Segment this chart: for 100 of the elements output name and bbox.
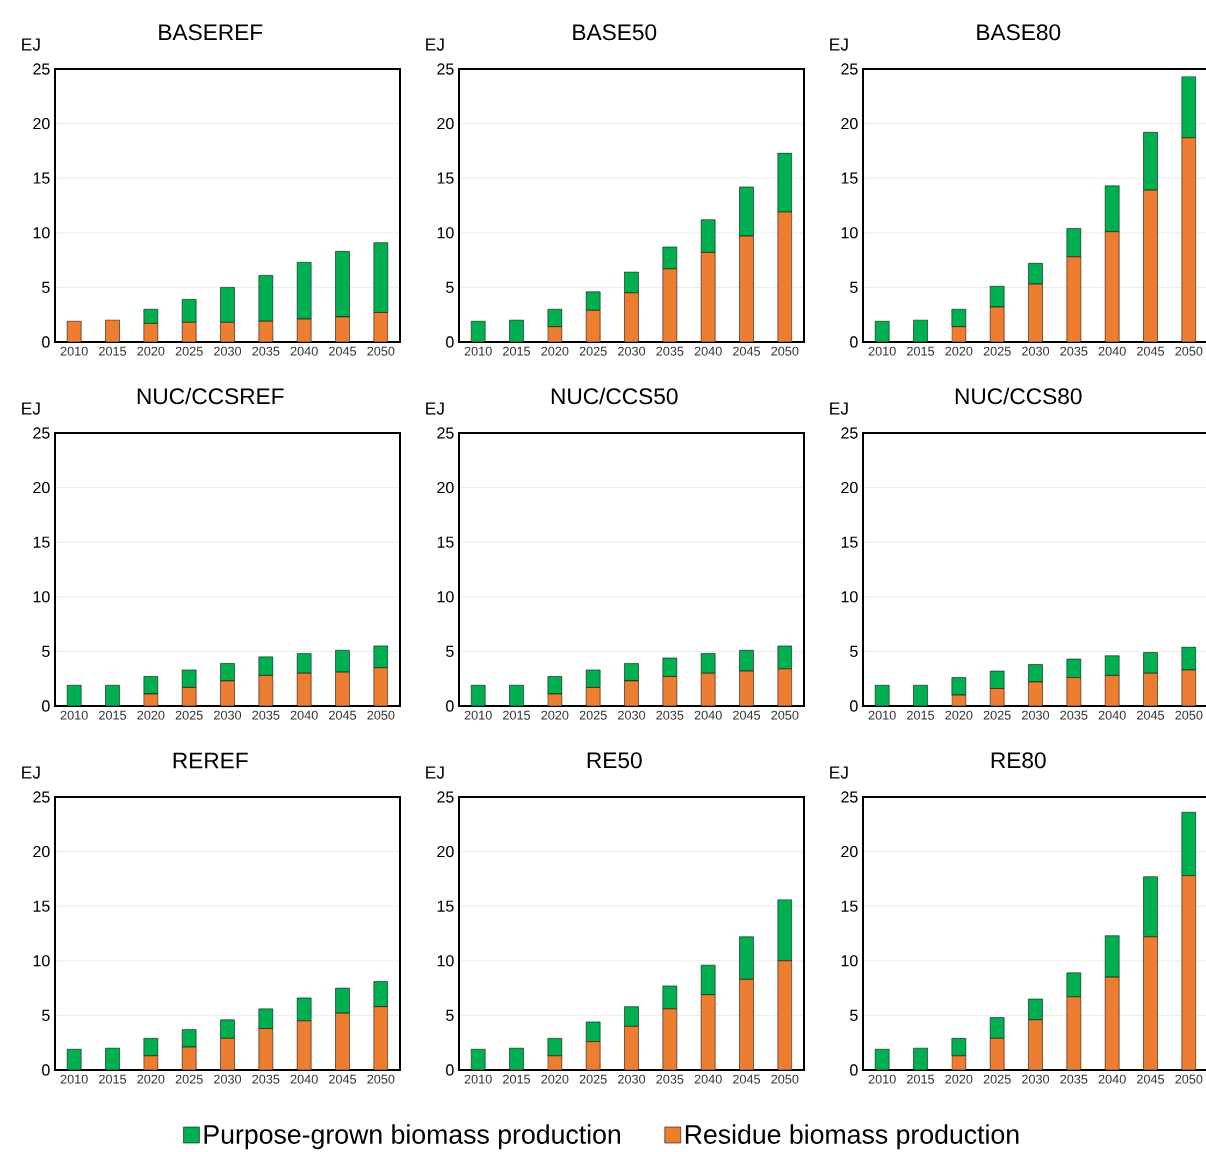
y-tick-label: 25 (437, 427, 454, 439)
x-tick-label: 2020 (945, 1074, 973, 1084)
x-tick-label: 2045 (1137, 1074, 1165, 1084)
x-tick-label: 2035 (252, 1074, 280, 1084)
y-axis-title: EJ (22, 766, 40, 779)
y-tick-label: 20 (841, 117, 858, 130)
x-tick-label: 2020 (541, 346, 569, 356)
y-tick-label: 15 (437, 900, 454, 912)
y-tick-label: 10 (33, 955, 50, 967)
x-tick-label: 2030 (214, 710, 242, 720)
y-tick-label: 25 (33, 63, 50, 75)
x-tick-label: 2040 (1098, 1074, 1126, 1084)
x-tick-label: 2015 (907, 1074, 935, 1084)
chart-title: RE80 (991, 752, 1046, 769)
x-tick-label: 2035 (1060, 1074, 1088, 1084)
x-tick-label: 2015 (503, 346, 531, 356)
x-tick-label: 2040 (290, 710, 318, 720)
x-tick-label: 2035 (656, 1074, 684, 1084)
y-tick-label: 0 (446, 1064, 454, 1076)
x-tick-label: 2040 (290, 346, 318, 356)
bar (777, 899, 793, 962)
bar (258, 1008, 274, 1029)
x-tick-label: 2045 (733, 1074, 761, 1084)
x-tick-label: 2050 (771, 710, 799, 720)
chart-title: BASEREF (159, 24, 263, 41)
y-tick-label: 20 (841, 481, 858, 494)
legend-label: Residue biomass production (685, 1124, 1019, 1150)
x-tick-label: 2050 (367, 346, 395, 356)
y-tick-label: 0 (446, 700, 454, 712)
x-tick-label: 2015 (99, 710, 127, 720)
x-tick-label: 2015 (907, 710, 935, 720)
chart-title: NUC/CCS80 (955, 387, 1082, 405)
x-tick-label: 2040 (694, 710, 722, 720)
x-tick-label: 2030 (618, 346, 646, 356)
y-tick-label: 0 (850, 700, 858, 712)
x-tick-label: 2050 (771, 346, 799, 356)
chart-title: REREF (173, 752, 248, 769)
y-tick-label: 25 (33, 791, 50, 803)
x-tick-label: 2050 (367, 710, 395, 720)
bar (700, 653, 716, 674)
y-tick-label: 10 (437, 227, 454, 239)
y-tick-label: 5 (850, 645, 858, 657)
x-tick-label: 2025 (579, 1074, 607, 1084)
y-tick-label: 15 (33, 172, 50, 184)
x-tick-label: 2015 (99, 1074, 127, 1084)
y-tick-label: 20 (437, 845, 454, 858)
y-tick-label: 5 (446, 1009, 454, 1021)
y-axis-title: EJ (830, 766, 848, 779)
x-tick-label: 2020 (137, 710, 165, 720)
x-tick-label: 2030 (1022, 1074, 1050, 1084)
x-tick-label: 2030 (618, 1074, 646, 1084)
x-tick-label: 2050 (1175, 1074, 1203, 1084)
bar (220, 1019, 235, 1039)
x-tick-label: 2010 (60, 346, 88, 356)
x-tick-label: 2035 (252, 346, 280, 356)
y-tick-label: 15 (437, 536, 454, 548)
y-tick-label: 25 (437, 791, 454, 803)
x-tick-label: 2015 (907, 346, 935, 356)
x-tick-label: 2040 (1098, 346, 1126, 356)
y-axis-title: EJ (426, 402, 444, 415)
x-tick-label: 2030 (1022, 346, 1050, 356)
y-tick-label: 5 (42, 281, 50, 293)
x-tick-label: 2025 (175, 710, 203, 720)
x-tick-label: 2045 (329, 346, 357, 356)
y-tick-label: 25 (437, 63, 454, 75)
bar (700, 219, 716, 253)
y-tick-label: 20 (437, 481, 454, 494)
y-axis-title: EJ (830, 402, 848, 415)
y-tick-label: 0 (850, 336, 858, 348)
x-tick-label: 2020 (137, 1074, 165, 1084)
y-tick-label: 20 (437, 117, 454, 130)
chart-title: NUC/CCSREF (137, 387, 284, 405)
y-tick-label: 20 (841, 845, 858, 858)
bar (373, 1006, 389, 1070)
x-tick-label: 2050 (1175, 710, 1203, 720)
y-tick-label: 5 (850, 281, 858, 293)
y-tick-label: 15 (33, 536, 50, 548)
x-tick-label: 2045 (733, 346, 761, 356)
y-tick-label: 20 (33, 117, 50, 130)
y-tick-label: 5 (446, 645, 454, 657)
chart-title: BASE50 (573, 24, 657, 41)
x-tick-label: 2050 (367, 1074, 395, 1084)
x-tick-label: 2015 (503, 1074, 531, 1084)
x-tick-label: 2010 (868, 1074, 896, 1084)
x-tick-label: 2035 (1060, 710, 1088, 720)
x-tick-label: 2020 (945, 710, 973, 720)
x-tick-label: 2010 (868, 710, 896, 720)
x-tick-label: 2025 (175, 1074, 203, 1084)
x-tick-label: 2010 (60, 710, 88, 720)
y-axis-title: EJ (426, 38, 444, 51)
x-tick-label: 2045 (1137, 346, 1165, 356)
x-tick-label: 2045 (733, 710, 761, 720)
y-tick-label: 25 (33, 427, 50, 439)
y-tick-label: 10 (841, 227, 858, 239)
chart-title: NUC/CCS50 (551, 387, 678, 405)
y-tick-label: 15 (437, 172, 454, 184)
x-tick-label: 2025 (983, 1074, 1011, 1084)
y-tick-label: 20 (33, 481, 50, 494)
x-tick-label: 2015 (99, 346, 127, 356)
x-tick-label: 2030 (1022, 710, 1050, 720)
